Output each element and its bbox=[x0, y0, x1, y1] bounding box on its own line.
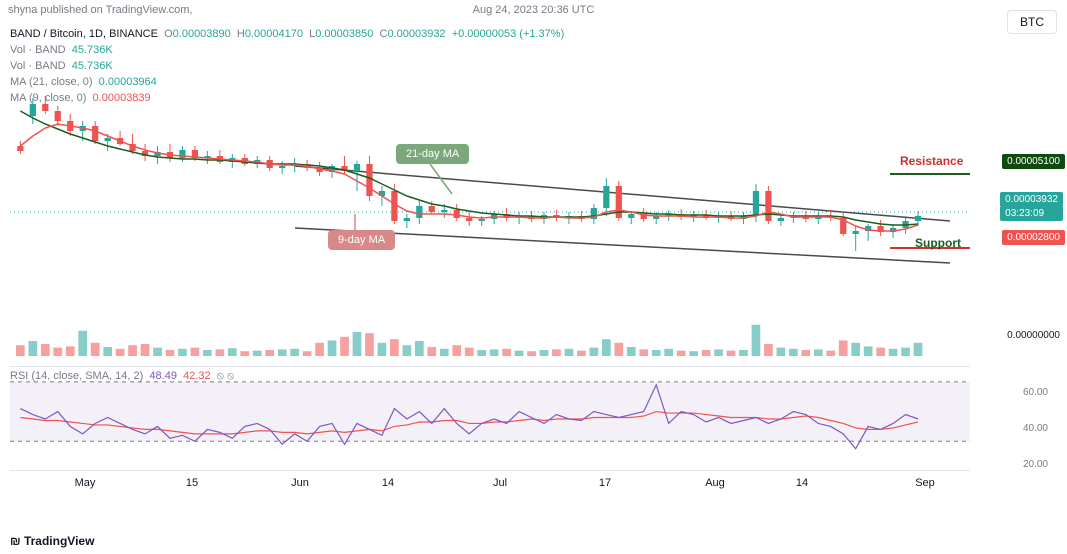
xaxis-tick: Aug bbox=[705, 477, 725, 489]
xaxis-tick: May bbox=[75, 477, 96, 489]
xaxis-tick: 14 bbox=[796, 477, 808, 489]
price-chart[interactable]: 21-day MA 9-day MA Resistance Support bbox=[10, 26, 970, 358]
time-axis[interactable]: May 15 Jun 14 Jul 17 Aug 14 Sep bbox=[10, 470, 970, 494]
resistance-label: Resistance bbox=[900, 154, 963, 168]
callout-ma9: 9-day MA bbox=[328, 230, 395, 250]
support-price-tag: 0.00002800 bbox=[1002, 230, 1065, 245]
current-price-tag: 0.00003932 bbox=[1000, 192, 1063, 207]
rsi-chart[interactable]: RSI (14, close, SMA, 14, 2) 48.49 42.32 … bbox=[10, 366, 970, 470]
xaxis-tick: 14 bbox=[382, 477, 394, 489]
tradingview-logo: ₪ TradingView bbox=[10, 534, 94, 548]
publisher-text: shyna published on TradingView.com, bbox=[8, 4, 192, 16]
xaxis-tick: Jul bbox=[493, 477, 507, 489]
publish-date: Aug 24, 2023 20:36 UTC bbox=[473, 4, 595, 16]
xaxis-tick: 17 bbox=[599, 477, 611, 489]
countdown-tag: 03:23:09 bbox=[1000, 206, 1063, 221]
xaxis-tick: Sep bbox=[915, 477, 935, 489]
callout-ma21: 21-day MA bbox=[396, 144, 469, 164]
xaxis-tick: Jun bbox=[291, 477, 309, 489]
support-label: Support bbox=[915, 236, 961, 250]
xaxis-tick: 15 bbox=[186, 477, 198, 489]
zero-tag: 0.00000000 bbox=[1002, 328, 1065, 343]
price-axis[interactable]: 0.00005100 0.00003932 03:23:09 0.0000280… bbox=[977, 0, 1067, 470]
resistance-price-tag: 0.00005100 bbox=[1002, 154, 1065, 169]
